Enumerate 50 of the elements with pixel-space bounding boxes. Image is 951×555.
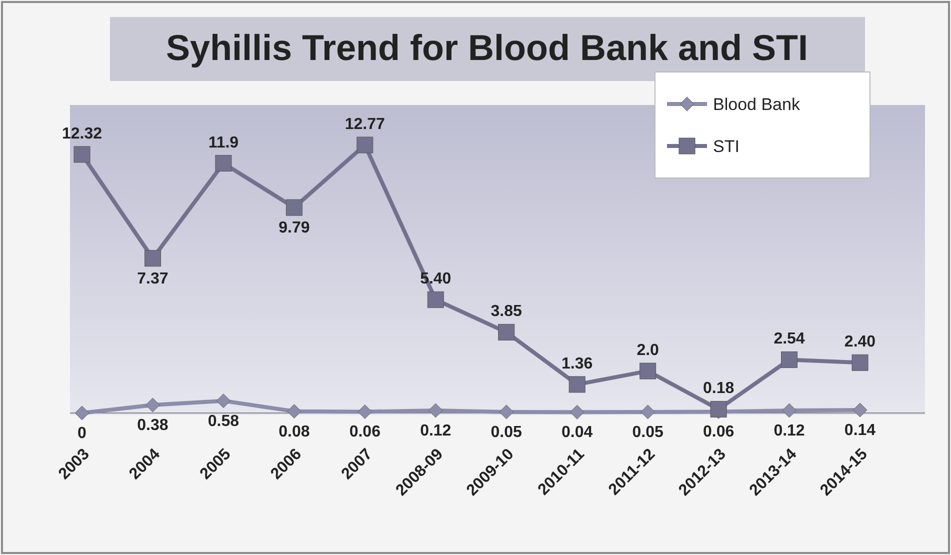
data-label: 12.77 bbox=[344, 116, 386, 133]
chart-title: Syhillis Trend for Blood Bank and STI bbox=[166, 27, 808, 68]
data-label: 12.32 bbox=[62, 125, 102, 142]
point bbox=[852, 354, 868, 371]
data-label: 0.08 bbox=[278, 423, 310, 440]
data-label: 0.12 bbox=[420, 422, 452, 440]
data-label: 2.54 bbox=[774, 330, 805, 348]
point bbox=[356, 136, 374, 154]
point bbox=[640, 362, 656, 380]
point bbox=[852, 402, 868, 418]
data-label: 0.05 bbox=[632, 424, 664, 441]
point bbox=[74, 146, 90, 163]
point bbox=[428, 403, 443, 418]
point bbox=[781, 351, 798, 368]
point bbox=[144, 250, 161, 267]
data-label: 9.79 bbox=[278, 220, 310, 237]
point bbox=[640, 404, 656, 420]
data-label: 0 bbox=[78, 425, 87, 442]
point bbox=[145, 398, 160, 412]
data-label: 5.40 bbox=[420, 270, 452, 288]
point bbox=[499, 404, 514, 420]
legend-label: Blood Bank bbox=[713, 95, 800, 114]
data-label: 0.05 bbox=[490, 424, 522, 441]
point bbox=[498, 324, 515, 340]
point bbox=[427, 291, 444, 308]
point bbox=[286, 404, 302, 419]
data-label: 2.0 bbox=[636, 342, 660, 360]
point bbox=[570, 404, 584, 420]
point bbox=[710, 400, 727, 418]
point bbox=[568, 376, 586, 393]
point bbox=[215, 155, 232, 172]
data-label: 7.37 bbox=[137, 270, 168, 288]
point bbox=[74, 406, 90, 420]
data-label: 0.38 bbox=[137, 417, 168, 434]
data-label: 0.12 bbox=[774, 422, 805, 440]
point bbox=[358, 404, 372, 419]
data-label: 2.40 bbox=[844, 334, 876, 351]
point bbox=[286, 199, 302, 216]
data-label: 0.18 bbox=[702, 380, 734, 398]
data-label: 0.14 bbox=[844, 422, 876, 440]
data-label: 0.58 bbox=[208, 412, 240, 430]
data-label: 3.85 bbox=[490, 303, 522, 320]
point bbox=[782, 403, 797, 418]
point bbox=[216, 394, 231, 408]
data-label: 11.9 bbox=[208, 134, 239, 152]
data-label: 0.04 bbox=[562, 424, 593, 442]
legend-label: STI bbox=[713, 137, 740, 156]
data-label: 1.36 bbox=[562, 355, 593, 372]
data-label: 0.06 bbox=[349, 424, 381, 441]
data-label: 0.06 bbox=[702, 424, 734, 441]
